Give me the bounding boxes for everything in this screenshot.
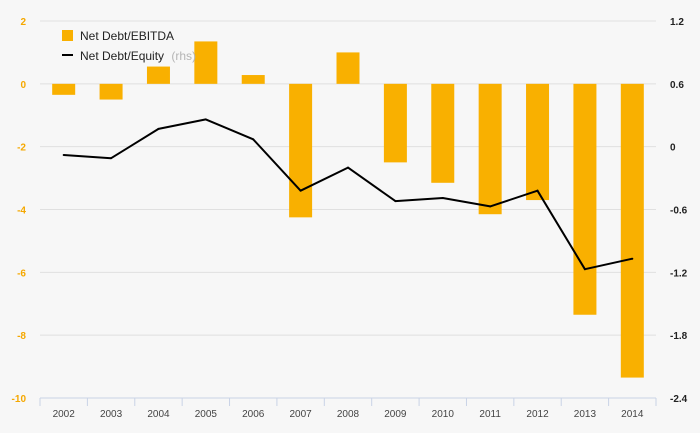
bar bbox=[431, 83, 455, 183]
line-point bbox=[204, 118, 207, 121]
x-tick-label: 2009 bbox=[384, 409, 407, 420]
x-tick-label: 2012 bbox=[526, 409, 549, 420]
x-tick-label: 2013 bbox=[574, 409, 597, 420]
line-point bbox=[441, 196, 444, 199]
x-tick-label: 2003 bbox=[100, 409, 123, 420]
bar bbox=[194, 41, 218, 84]
gridlines bbox=[40, 20, 656, 336]
bar bbox=[241, 75, 265, 84]
bar bbox=[383, 83, 407, 163]
y-right-tick-label: 1.2 bbox=[670, 17, 684, 28]
y-left-tick-label: 2 bbox=[20, 17, 26, 28]
line-point bbox=[62, 154, 65, 157]
line-point bbox=[157, 127, 160, 130]
x-tick-label: 2005 bbox=[195, 409, 218, 420]
line-point bbox=[489, 205, 492, 208]
line-point bbox=[347, 166, 349, 169]
x-tick-label: 2008 bbox=[337, 409, 360, 420]
bar bbox=[573, 83, 597, 315]
line-point bbox=[299, 189, 302, 192]
bar bbox=[478, 83, 502, 215]
legend-label-bar: Net Debt/EBITDA bbox=[80, 29, 174, 43]
y-right-tick-label: -2.4 bbox=[670, 394, 688, 405]
y-left-tick-label: -2 bbox=[17, 143, 26, 154]
x-tick-label: 2014 bbox=[621, 409, 644, 420]
x-tick-label: 2011 bbox=[479, 409, 501, 420]
y-left-tick-label: 0 bbox=[20, 80, 26, 91]
bar bbox=[52, 83, 76, 95]
line-point bbox=[536, 189, 539, 192]
line-point bbox=[583, 268, 586, 271]
bar bbox=[620, 83, 644, 378]
legend-label-line: Net Debt/Equity (rhs) bbox=[80, 49, 196, 63]
line-point bbox=[252, 138, 255, 141]
bar bbox=[289, 83, 313, 218]
y-right-tick-label: -0.6 bbox=[670, 206, 688, 217]
x-tick-label: 2002 bbox=[53, 409, 76, 420]
x-tick-label: 2007 bbox=[289, 409, 312, 420]
line-series bbox=[62, 118, 634, 271]
bar bbox=[146, 66, 170, 84]
y-right-tick-label: -1.8 bbox=[670, 331, 688, 342]
axes: 2 0 -2 -4 -6 -8 -10 1.2 0.6 0 -0.6 -1.2 -1.8 -2.4 2002… bbox=[12, 17, 688, 420]
bar bbox=[526, 83, 550, 201]
legend-label-line-note: (rhs) bbox=[171, 49, 196, 63]
y-left-tick-label: -6 bbox=[17, 268, 26, 279]
x-tick-label: 2010 bbox=[432, 409, 455, 420]
x-tick-label: 2004 bbox=[147, 409, 170, 420]
x-tick-label: 2006 bbox=[242, 409, 265, 420]
legend-swatch-bar bbox=[62, 30, 73, 41]
y-left-tick-label: -8 bbox=[17, 331, 26, 342]
bar bbox=[336, 52, 360, 84]
line-point bbox=[394, 200, 397, 203]
y-left-tick-label: -4 bbox=[17, 206, 26, 217]
y-right-tick-label: 0 bbox=[670, 143, 676, 154]
y-right-tick-label: 0.6 bbox=[670, 80, 684, 91]
legend: Net Debt/EBITDA Net Debt/Equity (rhs) bbox=[62, 29, 196, 63]
legend-label-line-text: Net Debt/Equity bbox=[80, 49, 164, 63]
bar bbox=[99, 83, 123, 100]
y-left-tick-label: -10 bbox=[12, 394, 27, 405]
line-point bbox=[110, 157, 113, 160]
line-point bbox=[631, 257, 634, 260]
y-right-tick-label: -1.2 bbox=[670, 268, 688, 279]
